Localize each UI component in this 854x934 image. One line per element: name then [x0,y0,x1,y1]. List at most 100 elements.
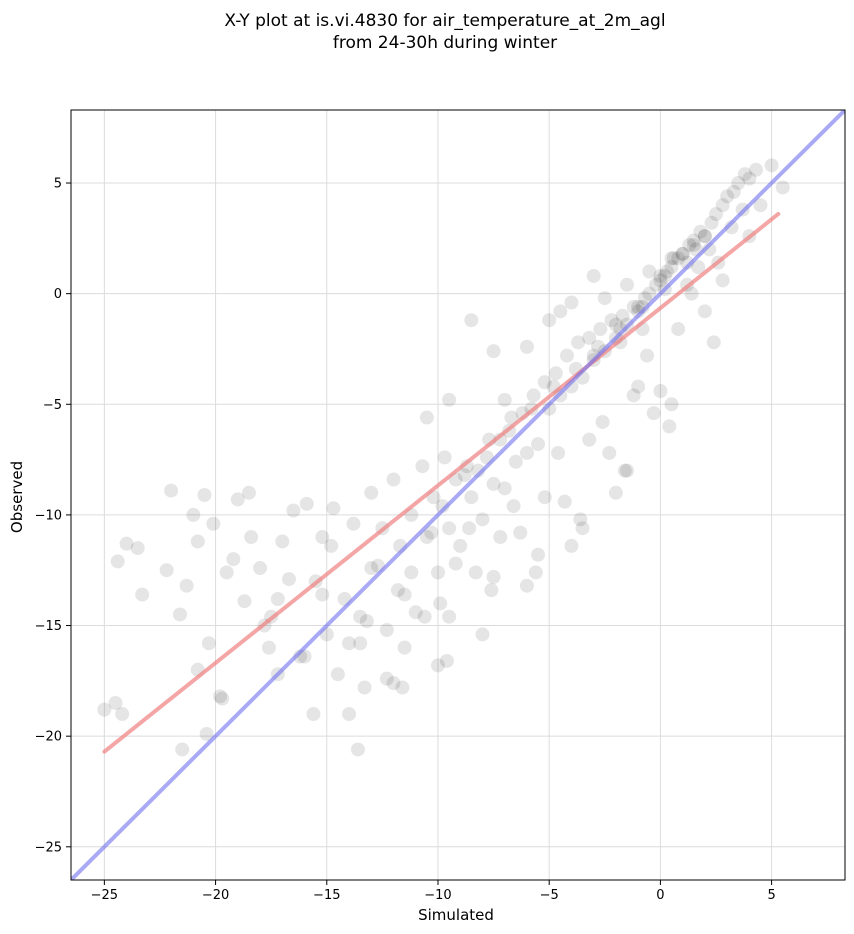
data-point [468,565,483,580]
data-point [571,335,586,350]
data-point [720,189,735,204]
data-point [486,569,501,584]
data-point [433,596,448,611]
axis-ticks: −25 −20 −15 −10 −5 0 5 −25 −20 −15 −10 −5 0 5 [35,177,776,903]
data-point [653,273,668,288]
data-point [642,264,657,279]
y-tick-label: −5 [43,398,62,413]
data-point [315,530,330,545]
data-point [201,636,216,651]
data-point [664,251,679,266]
data-point [559,348,574,363]
data-point [199,726,214,741]
data-point [548,366,563,381]
data-point [430,658,445,673]
data-point [709,206,723,221]
data-point [542,313,557,328]
data-point [497,392,512,407]
data-point [442,609,457,624]
data-point [531,437,546,452]
data-point [364,485,379,500]
data-point [646,406,661,421]
data-point [671,251,686,266]
data-point [486,476,501,491]
data-point [664,397,679,412]
data-point [475,512,490,527]
data-point [519,578,534,593]
data-point [519,445,534,460]
data-point [640,348,655,363]
data-point [657,268,672,283]
data-point [241,485,256,500]
y-tick-label: −10 [35,508,62,523]
data-point [715,198,730,213]
data-point [582,330,597,345]
data-point [573,512,588,527]
data-point [386,472,401,487]
data-point [324,538,339,553]
data-point [342,636,357,651]
data-point [486,344,501,359]
data-point [219,565,234,580]
data-point [197,488,212,502]
data-point [439,653,454,668]
data-point [175,742,190,757]
data-point [275,534,290,549]
data-point [653,384,668,399]
data-point [353,636,368,651]
data-point [575,521,590,536]
identity-line [71,110,845,880]
y-tick-label: −15 [35,619,62,634]
data-point [110,554,125,569]
x-tick-label: 5 [767,888,775,903]
data-point [497,481,512,496]
data-point [684,286,699,301]
chart-title-group: X-Y plot at is.vi.4830 for air_temperatu… [224,11,665,53]
data-point [453,538,468,553]
data-point [537,375,552,390]
grid [71,110,845,880]
data-point [342,707,357,722]
data-point [244,530,259,545]
plot-frame [70,109,846,881]
data-point [686,237,701,252]
x-tick-label: 0 [656,888,664,903]
chart-title: X-Y plot at is.vi.4830 for air_temperatu… [224,11,665,31]
data-point [675,246,690,261]
data-point [475,627,490,642]
data-point [595,414,610,429]
data-point [504,410,519,425]
x-axis-label: Simulated [418,906,494,924]
data-point [631,379,646,394]
data-point [553,304,568,319]
chart-subtitle: from 24-30h during winter [333,33,557,53]
data-point [664,260,679,275]
data-point [397,587,412,602]
data-point [508,454,523,469]
data-point [350,742,365,757]
x-tick-label: −5 [540,888,559,903]
data-point [359,614,374,629]
data-point [537,490,552,505]
data-point [442,392,457,407]
data-point [602,445,617,460]
data-point [415,459,430,474]
data-point [493,530,508,545]
data-point [115,707,130,722]
data-point [506,499,521,514]
data-point [742,171,757,186]
data-point [682,237,697,252]
data-point [364,561,379,576]
data-point [315,587,330,602]
data-point [164,483,179,498]
data-point [408,605,423,620]
data-point [715,273,730,288]
data-point [519,339,534,354]
x-tick-label: −25 [91,888,118,903]
data-point [586,268,601,283]
x-tick-label: −20 [202,888,229,903]
data-point [108,695,123,710]
x-tick-label: −10 [424,888,451,903]
data-point [749,162,764,177]
